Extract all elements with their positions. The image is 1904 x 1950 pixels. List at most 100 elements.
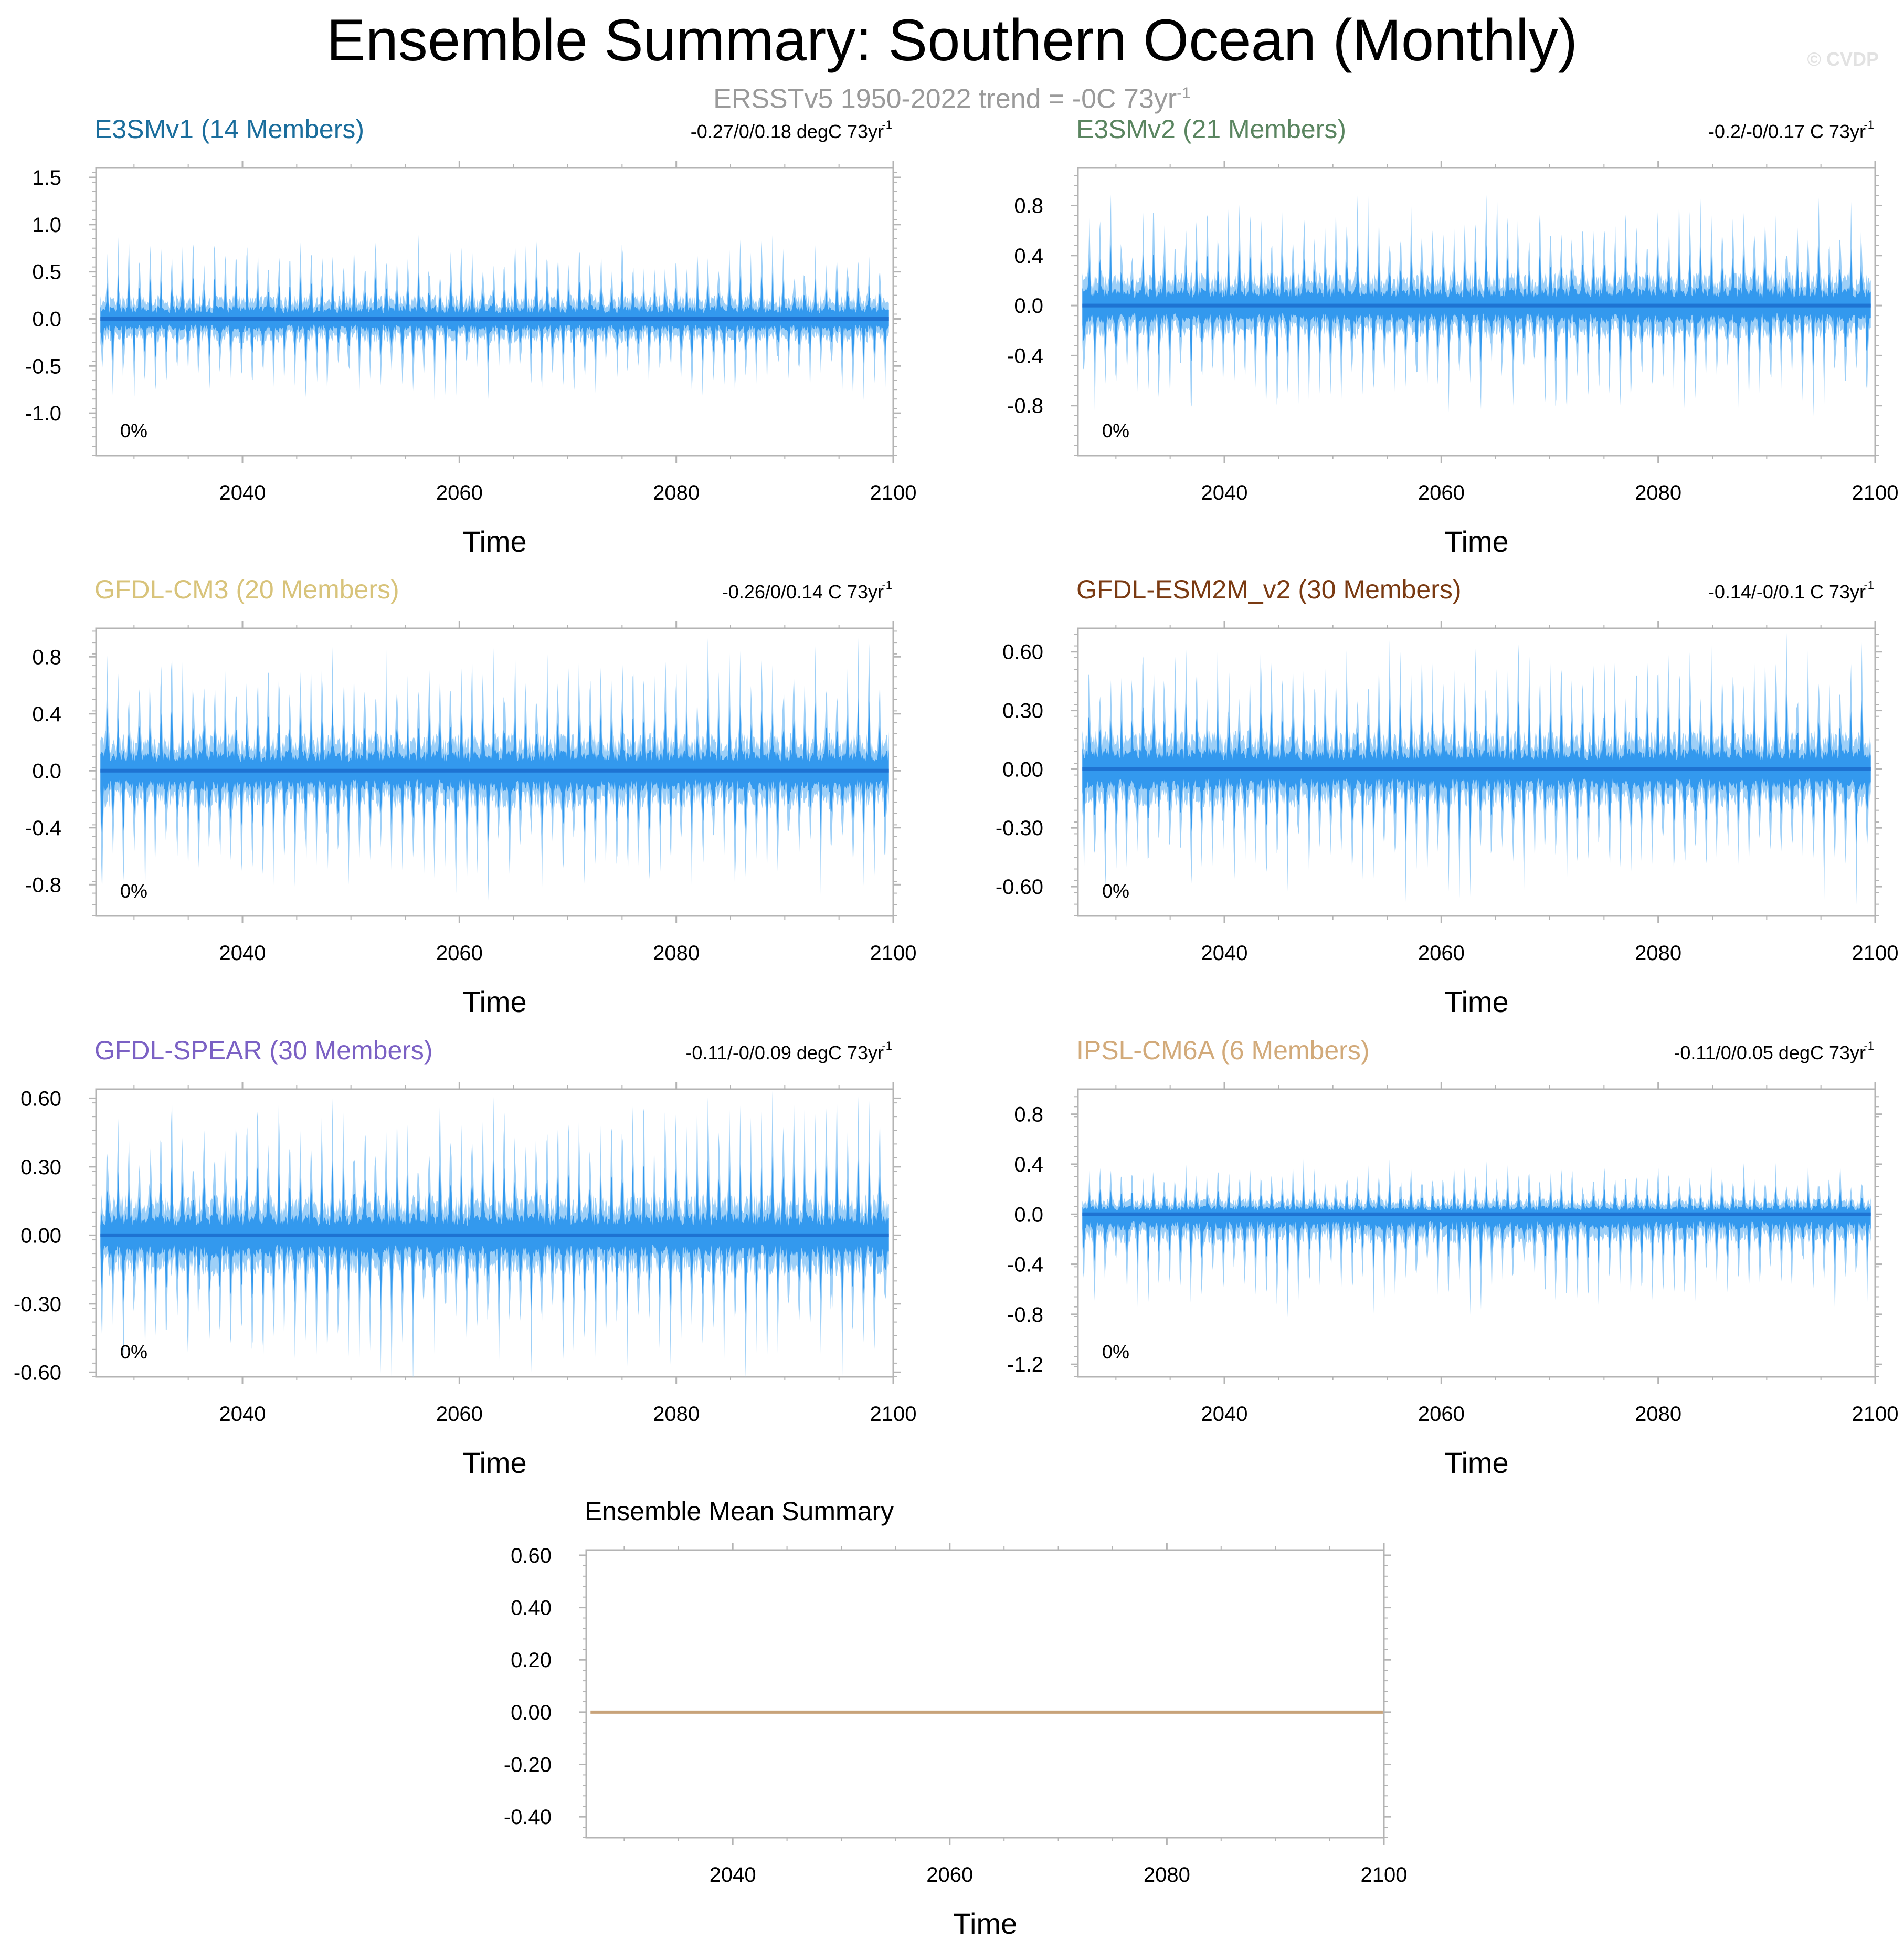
panel-title: E3SMv1 (14 Members)	[94, 114, 364, 144]
panel-title: IPSL-CM6A (6 Members)	[1076, 1036, 1369, 1065]
spread-band-outer	[1082, 1158, 1871, 1318]
x-axis-label: Time	[462, 985, 526, 1018]
trend-superscript: -1	[882, 118, 892, 131]
x-tick-label: 2040	[1201, 1403, 1248, 1426]
y-tick-label: -0.4	[1007, 344, 1043, 367]
trend-superscript: -1	[882, 578, 892, 592]
x-axis-label: Time	[1444, 525, 1508, 558]
x-tick-label: 2080	[653, 942, 700, 965]
chart-panel-e3smv1: 1.5 1.0 0.5 0.0 -0.5 -1.0 2040 2060 2080 2100 Time…	[25, 114, 916, 558]
x-tick-label: 2080	[1144, 1863, 1190, 1886]
y-tick-label: 0.20	[511, 1649, 552, 1672]
y-tick-label: -0.20	[504, 1754, 552, 1777]
percent-label: 0%	[1102, 880, 1129, 902]
x-tick-label: 2060	[926, 1863, 973, 1886]
x-tick-label: 2040	[1201, 481, 1248, 504]
trend-label: -0.11/-0/0.09 degC 73yr	[685, 1042, 884, 1063]
plot-frame	[1077, 167, 1876, 457]
subtitle-superscript: -1	[1177, 85, 1191, 102]
x-tick-label: 2100	[870, 1403, 917, 1426]
x-axis-label: Time	[462, 1446, 526, 1479]
y-tick-label: 0.30	[1002, 700, 1043, 723]
y-tick-label: -0.60	[996, 876, 1043, 899]
figure-subtitle: ERSSTv5 1950-2022 trend = -0C 73yr-1	[0, 78, 1904, 114]
x-tick-label: 2080	[653, 481, 700, 504]
percent-label: 0%	[120, 1341, 147, 1363]
plot-frame	[95, 167, 894, 457]
y-tick-label: 0.40	[511, 1597, 552, 1620]
y-tick-label: -0.5	[25, 355, 61, 378]
x-tick-label: 2060	[1418, 942, 1465, 965]
x-tick-label: 2040	[1201, 942, 1248, 965]
y-tick-label: 0.8	[32, 646, 61, 669]
x-tick-label: 2100	[870, 942, 917, 965]
x-axis-label: Time	[953, 1907, 1017, 1940]
subtitle-text: ERSSTv5 1950-2022 trend = -0C 73yr	[713, 83, 1177, 114]
y-tick-label: -1.2	[1007, 1353, 1043, 1376]
x-tick-label: 2100	[1361, 1863, 1408, 1886]
panel-title: GFDL-CM3 (20 Members)	[94, 575, 399, 604]
y-tick-label: 0.0	[1014, 1203, 1043, 1226]
trend-label: -0.14/-0/0.1 C 73yr	[1708, 581, 1866, 603]
x-axis-label: Time	[462, 525, 526, 558]
y-tick-label: -0.8	[25, 873, 61, 897]
panel-title: GFDL-SPEAR (30 Members)	[94, 1036, 433, 1065]
y-tick-label: 0.30	[20, 1156, 61, 1179]
trend-label: -0.2/-0/0.17 C 73yr	[1708, 121, 1866, 142]
x-tick-label: 2060	[436, 481, 483, 504]
plot-frame	[585, 1549, 1385, 1839]
watermark: © CVDP	[1807, 48, 1879, 70]
trend-superscript: -1	[1864, 578, 1874, 592]
trend-label: -0.27/0/0.18 degC 73yr	[691, 121, 884, 142]
x-tick-label: 2100	[1852, 942, 1899, 965]
x-axis-label: Time	[1444, 1446, 1508, 1479]
x-tick-label: 2040	[219, 481, 266, 504]
y-tick-label: 1.5	[32, 166, 61, 189]
trend-superscript: -1	[1864, 118, 1874, 131]
percent-label: 0%	[120, 420, 147, 441]
y-tick-label: -0.8	[1007, 1303, 1043, 1326]
y-tick-label: -0.60	[14, 1361, 61, 1384]
x-tick-label: 2080	[1635, 1403, 1681, 1426]
x-tick-label: 2100	[870, 481, 917, 504]
x-tick-label: 2100	[1852, 481, 1899, 504]
y-tick-label: -0.4	[25, 817, 61, 840]
y-tick-label: 0.5	[32, 261, 61, 284]
y-tick-label: -0.40	[504, 1806, 552, 1829]
x-tick-label: 2060	[1418, 481, 1465, 504]
percent-label: 0%	[1102, 1341, 1129, 1363]
y-tick-label: 0.00	[20, 1224, 61, 1247]
chart-panel-ensemble-mean: 0.60 0.40 0.20 0.00 -0.20 -0.40 2040 2060 2080 21…	[504, 1496, 1408, 1940]
y-tick-label: -0.30	[14, 1293, 61, 1316]
panel-title: GFDL-ESM2M_v2 (30 Members)	[1076, 575, 1462, 604]
y-tick-label: 0.8	[1014, 194, 1043, 217]
y-tick-label: -0.8	[1007, 395, 1043, 418]
y-tick-label: 0.60	[1002, 641, 1043, 664]
trend-superscript: -1	[882, 1039, 892, 1052]
y-tick-label: 0.4	[32, 703, 61, 726]
plot-frame	[95, 627, 894, 917]
y-tick-label: 0.60	[511, 1544, 552, 1567]
y-tick-label: 0.60	[20, 1087, 61, 1110]
x-tick-label: 2040	[710, 1863, 756, 1886]
chart-panel-e3smv2: 0.8 0.4 0.0 -0.4 -0.8 2040 2060 2080 2100 Time E3S…	[1007, 114, 1898, 558]
chart-panel-gfdl-spear: 0.60 0.30 0.00 -0.30 -0.60 2040 2060 2080 2100 Ti…	[14, 1036, 917, 1479]
panel-title: E3SMv2 (21 Members)	[1076, 114, 1346, 144]
chart-panel-ipsl-cm6a: 0.8 0.4 0.0 -0.4 -0.8 -1.2 2040 2060 2080 2100 Tim…	[1007, 1036, 1898, 1479]
trend-superscript: -1	[1864, 1039, 1874, 1052]
plot-frame	[1077, 627, 1876, 917]
x-tick-label: 2080	[653, 1403, 700, 1426]
y-tick-label: 0.00	[511, 1701, 552, 1724]
y-tick-label: 0.0	[32, 308, 61, 331]
y-tick-label: 0.8	[1014, 1103, 1043, 1126]
y-tick-label: 0.0	[1014, 294, 1043, 318]
y-tick-label: -1.0	[25, 402, 61, 425]
x-tick-label: 2060	[436, 1403, 483, 1426]
figure-title: Ensemble Summary: Southern Ocean (Monthl…	[326, 7, 1578, 73]
chart-panel-gfdl-cm3: 0.8 0.4 0.0 -0.4 -0.8 2040 2060 2080 2100 Time GFD…	[25, 575, 916, 1018]
spread-band-inner	[100, 1154, 889, 1320]
panel-title: Ensemble Mean Summary	[585, 1496, 894, 1526]
x-tick-label: 2080	[1635, 481, 1681, 504]
